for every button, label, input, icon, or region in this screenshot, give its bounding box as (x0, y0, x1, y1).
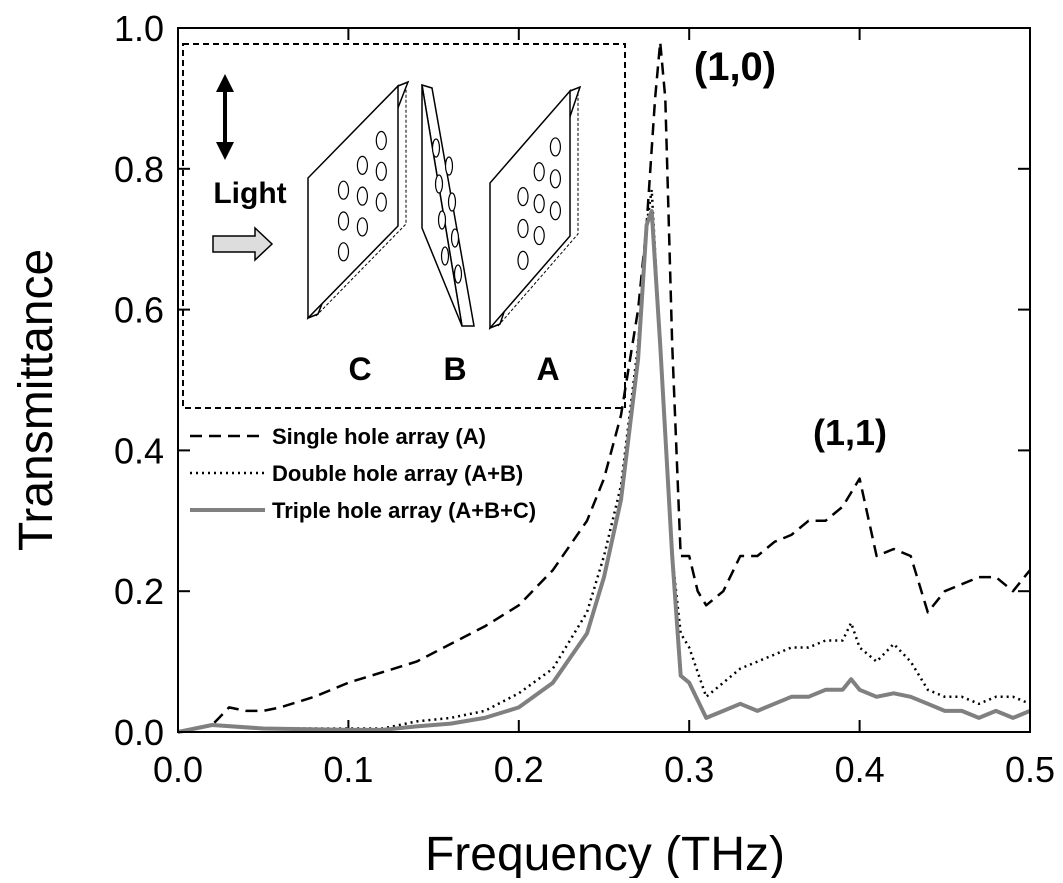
x-tick-label: 0.3 (664, 749, 714, 790)
arrow-head (216, 74, 234, 92)
hole (437, 210, 447, 230)
y-tick-label: 0.4 (114, 430, 164, 471)
hole (337, 180, 350, 200)
x-tick-label: 0.5 (1005, 749, 1055, 790)
y-tick-label: 0.2 (114, 571, 164, 612)
hole (444, 156, 454, 176)
hole (337, 211, 350, 231)
hole (375, 161, 387, 181)
light-arrow (212, 226, 274, 262)
annotation: (1,0) (694, 45, 776, 89)
hole (356, 217, 368, 237)
hole (533, 225, 545, 246)
hole (431, 138, 441, 158)
series-line (177, 40, 1031, 734)
hole (549, 201, 562, 221)
plate-back (315, 86, 407, 317)
hole (434, 174, 444, 194)
hole (549, 137, 562, 157)
legend-label: Triple hole array (A+B+C) (272, 498, 536, 523)
x-tick-label: 0.2 (494, 749, 544, 790)
x-tick-label: 0.0 (153, 749, 203, 790)
hole (453, 264, 463, 284)
plot-frame (177, 27, 1031, 733)
arrow-head (216, 142, 234, 160)
y-tick-label: 0.8 (114, 149, 164, 190)
hole (533, 194, 545, 214)
hole (447, 192, 457, 212)
plate (489, 88, 571, 331)
annotation: B (443, 351, 466, 387)
hole (517, 250, 529, 270)
inset (182, 43, 626, 409)
hole (549, 169, 562, 189)
hole (440, 246, 450, 266)
annotation: C (348, 351, 371, 387)
hole (517, 218, 529, 239)
annotation: A (536, 351, 559, 387)
series-line (177, 209, 1031, 734)
y-tick-label: 0.6 (114, 290, 164, 331)
annotation: Light (213, 177, 286, 210)
y-tick-label: 1.0 (114, 8, 164, 49)
hole (356, 186, 368, 206)
hole (375, 130, 387, 151)
legend-label: Single hole array (A) (272, 424, 486, 449)
hole (356, 155, 368, 175)
hole (517, 187, 529, 207)
x-axis-label: Frequency (THz) (425, 828, 785, 878)
hole (450, 228, 460, 248)
y-tick-label: 0.0 (114, 712, 164, 753)
plate (421, 84, 463, 327)
hole (375, 192, 387, 212)
plate-back (497, 91, 579, 327)
x-tick-label: 0.1 (323, 749, 373, 790)
x-tick-label: 0.4 (835, 749, 885, 790)
hole (337, 242, 350, 262)
annotation: (1,1) (813, 412, 887, 453)
plate (307, 84, 399, 320)
legend-label: Double hole array (A+B) (272, 461, 523, 486)
hole (533, 162, 545, 182)
y-axis-label: Transmittance (10, 249, 63, 551)
